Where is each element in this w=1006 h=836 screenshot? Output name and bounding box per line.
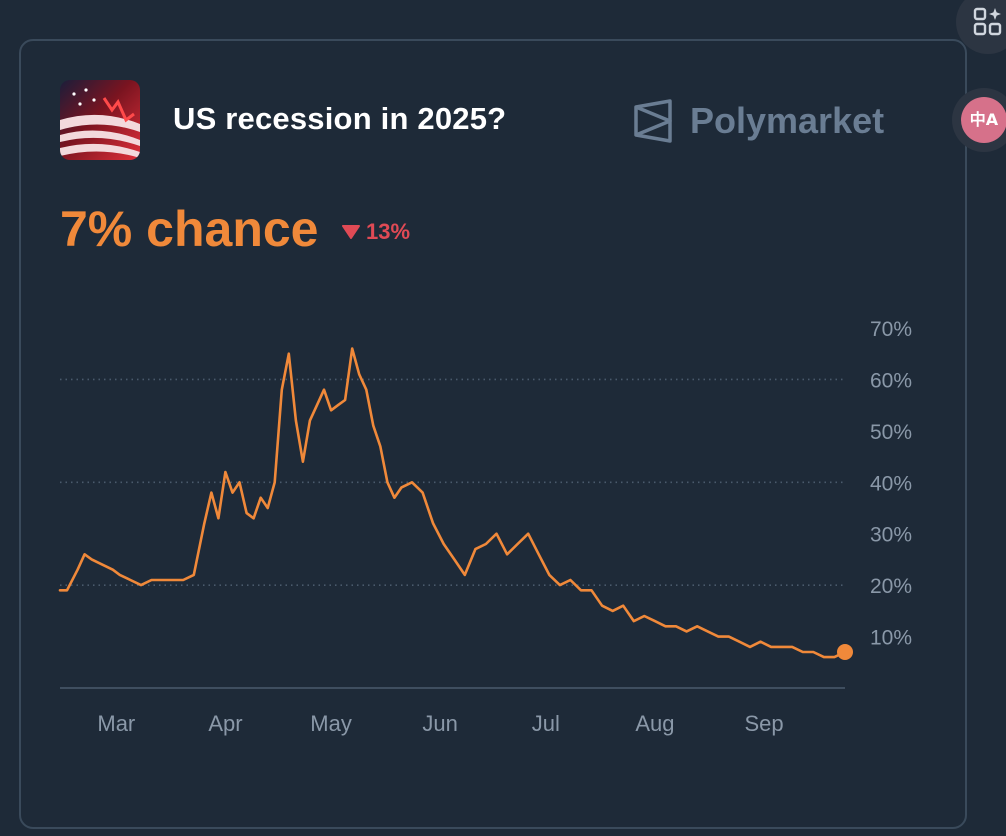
us-flag-thumbnail-icon xyxy=(60,80,140,160)
series-end-point xyxy=(837,644,853,660)
y-tick-label: 60% xyxy=(870,369,912,392)
x-tick-label: Jun xyxy=(422,711,457,736)
y-tick-label: 50% xyxy=(870,421,912,444)
triangle-down-icon xyxy=(342,225,360,239)
series-line xyxy=(58,347,847,659)
y-tick-label: 70% xyxy=(870,318,912,341)
market-card[interactable] xyxy=(19,39,967,829)
y-tick-label: 40% xyxy=(870,472,912,495)
brand-name: Polymarket xyxy=(690,100,885,141)
grid-sparkle-icon xyxy=(973,7,1002,36)
y-tick-label: 30% xyxy=(870,524,912,547)
change-indicator: 13% xyxy=(342,219,410,245)
brand[interactable]: Polymarket xyxy=(632,98,884,144)
x-tick-label: Mar xyxy=(97,711,135,736)
y-tick-label: 20% xyxy=(870,575,912,598)
x-tick-label: May xyxy=(310,711,352,736)
translate-icon: 中A xyxy=(961,97,1006,143)
x-tick-label: Sep xyxy=(744,711,783,736)
y-tick-label: 10% xyxy=(870,627,912,650)
change-value: 13% xyxy=(366,219,411,244)
x-tick-label: Aug xyxy=(635,711,674,736)
market-thumbnail[interactable] xyxy=(60,80,140,160)
x-tick-label: Jul xyxy=(532,711,560,736)
chance-value: 7% chance xyxy=(60,201,319,257)
polymarket-logo-icon xyxy=(634,99,672,143)
translate-extension-button[interactable]: 中A xyxy=(952,88,1006,152)
market-title[interactable]: US recession in 2025? xyxy=(173,101,507,136)
x-tick-label: Apr xyxy=(208,711,242,736)
